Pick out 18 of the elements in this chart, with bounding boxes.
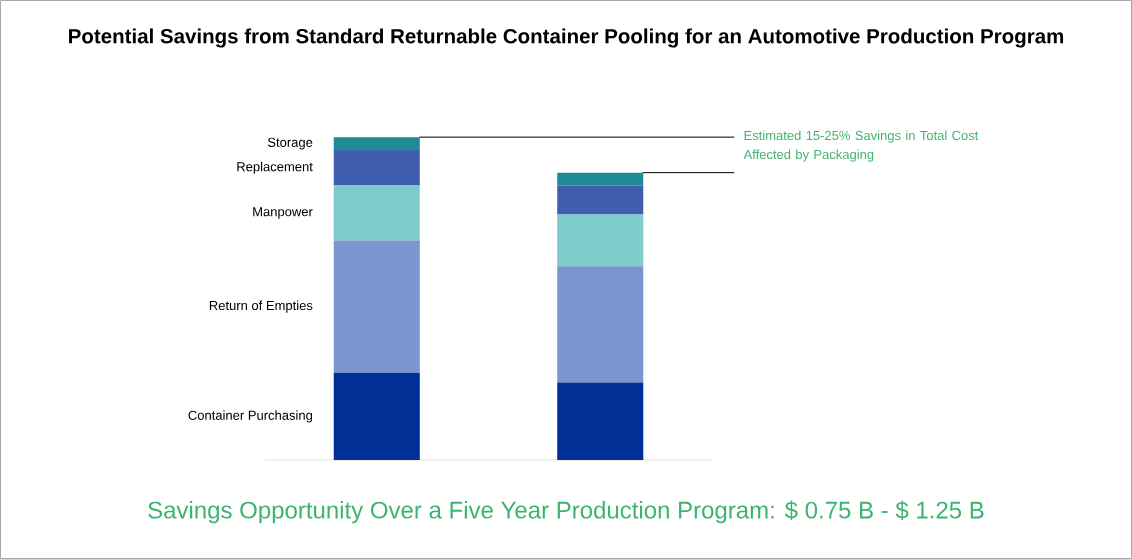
bar xyxy=(557,214,644,267)
series-label: Container Purchasing xyxy=(188,410,313,423)
bar xyxy=(557,172,644,186)
bar xyxy=(333,137,420,151)
text: Savings Opportunity Over a Five Year Production Program: $ 0.75 B - $ 1.25 B xyxy=(148,500,984,524)
bar xyxy=(557,185,644,215)
chart-title: Potential Savings from Standard Returnable Container Pooling for an Automotive Production Program xyxy=(69,28,1064,48)
series-label: Manpower xyxy=(253,207,313,219)
series-label: Storage xyxy=(267,137,313,150)
series-label: Return of Empties xyxy=(209,300,313,313)
text: Estimated 15-25% Savings in Total Cost Affected by Packaging xyxy=(743,130,979,162)
bar xyxy=(333,240,420,373)
bar xyxy=(333,150,420,186)
bar xyxy=(557,382,644,460)
bar xyxy=(557,266,644,383)
series-label: Replacement xyxy=(237,161,313,174)
bar xyxy=(333,372,420,460)
bar xyxy=(333,185,420,241)
